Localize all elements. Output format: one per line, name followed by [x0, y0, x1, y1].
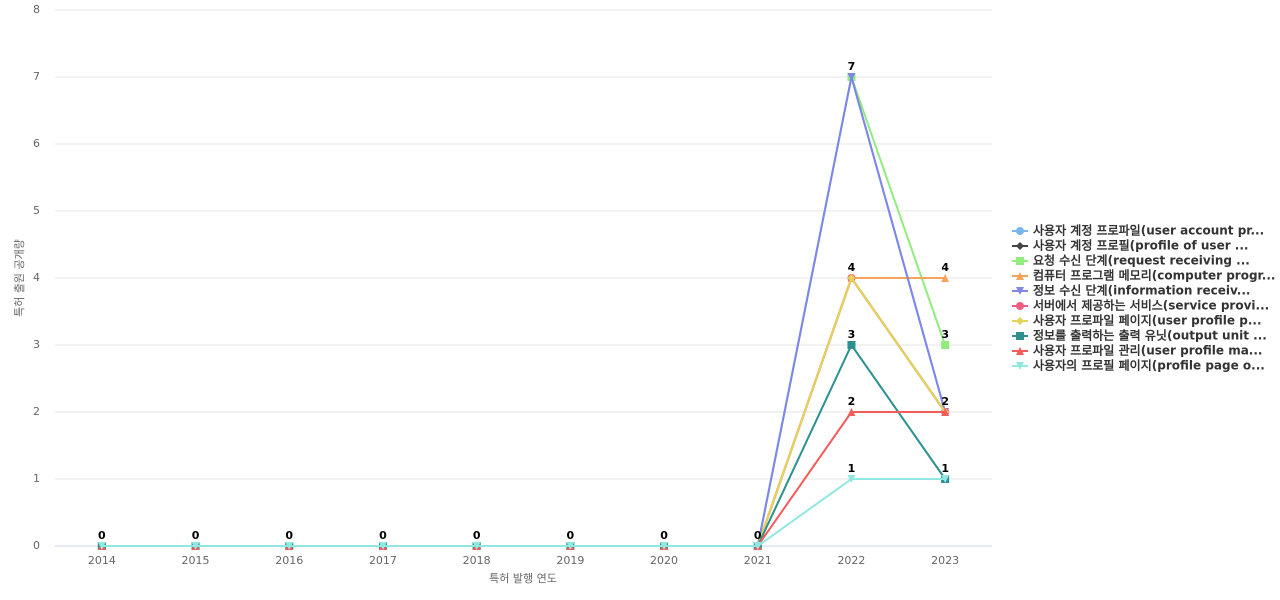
data-point — [847, 475, 856, 483]
legend-marker — [1016, 317, 1024, 325]
data-point — [941, 274, 950, 282]
data-point — [753, 542, 762, 550]
y-tick-label: 1 — [33, 472, 40, 485]
legend-marker — [1016, 302, 1024, 310]
data-label: 0 — [660, 529, 668, 542]
y-tick-label: 2 — [33, 405, 40, 418]
y-tick-label: 3 — [33, 338, 40, 351]
data-label: 0 — [379, 529, 387, 542]
x-tick-label: 2022 — [837, 554, 865, 567]
data-point — [847, 341, 856, 349]
data-label: 1 — [941, 462, 949, 475]
legend-label: 사용자 프로파일 관리(user profile ma... — [1033, 343, 1262, 358]
y-tick-label: 6 — [33, 137, 40, 150]
legend-marker — [1016, 242, 1024, 250]
y-tick-label: 5 — [33, 204, 40, 217]
data-point — [941, 475, 950, 483]
data-label: 1 — [848, 462, 856, 475]
y-tick-label: 4 — [33, 271, 40, 284]
legend-label: 사용자의 프로필 페이지(profile page o... — [1033, 358, 1265, 373]
data-label: 0 — [98, 529, 106, 542]
y-tick-label: 8 — [33, 3, 40, 16]
x-tick-label: 2019 — [556, 554, 584, 567]
data-label: 4 — [848, 261, 856, 274]
series-line — [101, 76, 947, 547]
y-tick-label: 7 — [33, 70, 40, 83]
legend-label: 서버에서 제공하는 서비스(service provi... — [1033, 298, 1269, 313]
data-point — [191, 542, 200, 550]
legend-marker — [1016, 332, 1024, 340]
data-label: 0 — [192, 529, 200, 542]
legend-label: 정보 수신 단계(information receiv... — [1033, 283, 1250, 298]
data-point — [378, 542, 387, 550]
data-label: 0 — [473, 529, 481, 542]
data-label: 3 — [848, 328, 856, 341]
data-point — [941, 341, 950, 349]
legend-marker — [1016, 272, 1024, 280]
x-tick-label: 2016 — [275, 554, 303, 567]
x-tick-label: 2014 — [88, 554, 116, 567]
data-label: 2 — [848, 395, 856, 408]
legend-label: 정보를 출력하는 출력 유닛(output unit ... — [1033, 328, 1267, 343]
data-point — [847, 73, 856, 81]
data-point — [97, 542, 106, 550]
legend-label: 사용자 계정 프로파일(user account pr... — [1033, 223, 1264, 238]
data-label: 2 — [941, 395, 949, 408]
data-point — [285, 542, 294, 550]
y-tick-label: 0 — [33, 539, 40, 552]
legend-marker — [1016, 227, 1024, 235]
x-tick-label: 2020 — [650, 554, 678, 567]
x-axis-title: 특허 발행 연도 — [489, 572, 557, 585]
data-label: 3 — [941, 328, 949, 341]
x-tick-label: 2018 — [463, 554, 491, 567]
data-label: 0 — [754, 529, 762, 542]
data-label: 7 — [848, 60, 856, 73]
legend-marker — [1016, 287, 1024, 295]
data-label: 0 — [285, 529, 293, 542]
series-line — [101, 76, 947, 547]
data-point — [847, 274, 856, 282]
x-tick-label: 2017 — [369, 554, 397, 567]
series-line — [101, 73, 947, 547]
legend-label: 요청 수신 단계(request receiving ... — [1033, 253, 1250, 268]
legend-marker — [1016, 257, 1024, 265]
x-tick-label: 2021 — [744, 554, 772, 567]
data-point — [847, 408, 856, 416]
legend-label: 컴퓨터 프로그램 메모리(computer progr... — [1033, 268, 1275, 283]
data-point — [941, 408, 950, 416]
legend-marker — [1016, 362, 1024, 370]
legend-label: 사용자 계정 프로필(profile of user ... — [1033, 238, 1248, 253]
x-tick-label: 2015 — [182, 554, 210, 567]
legend-label: 사용자 프로파일 페이지(user profile p... — [1033, 313, 1262, 328]
data-label: 0 — [567, 529, 575, 542]
series-line — [101, 343, 946, 547]
data-point — [472, 542, 481, 550]
y-axis-title: 특허 출원 공개량 — [13, 239, 26, 317]
legend-marker — [1016, 347, 1024, 355]
data-point — [660, 542, 669, 550]
series-line — [101, 478, 946, 547]
data-label: 4 — [941, 261, 949, 274]
x-tick-label: 2023 — [931, 554, 959, 567]
data-point — [566, 542, 575, 550]
